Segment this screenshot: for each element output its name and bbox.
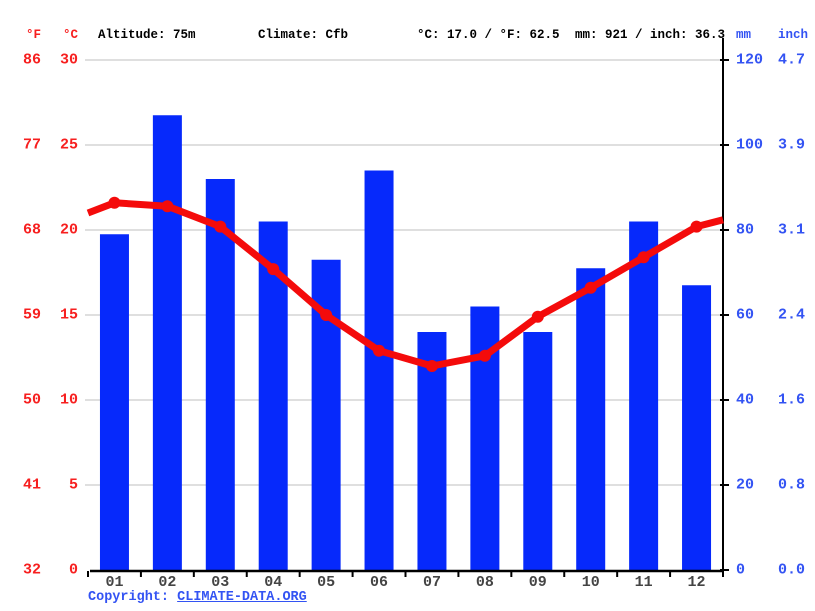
month-label-09: 09 — [528, 574, 547, 591]
copyright-prefix: Copyright: — [88, 590, 178, 605]
fahrenheit-axis-tick: 50 — [22, 391, 41, 409]
temp-point-01 — [108, 196, 121, 209]
month-label-12: 12 — [687, 574, 706, 591]
celsius-axis-tick: 15 — [59, 306, 78, 324]
annual-precipitation-summary: mm: 921 / inch: 36.3 — [575, 28, 726, 42]
precip-bar-12 — [682, 285, 712, 570]
temp-point-07 — [425, 360, 438, 372]
inch-axis-tick: 3.1 — [778, 221, 806, 239]
fahrenheit-axis-tick: 68 — [22, 221, 41, 239]
temp-point-12 — [690, 220, 703, 233]
temp-point-10 — [584, 281, 597, 294]
altitude-label: Altitude: 75m — [98, 28, 196, 42]
month-label-10: 10 — [581, 574, 600, 591]
inch-unit-label: inch — [778, 28, 809, 42]
mm-axis-tick: 0 — [736, 561, 746, 579]
mm-axis-tick: 20 — [736, 476, 755, 494]
temp-point-06 — [373, 344, 386, 357]
fahrenheit-axis-tick: 59 — [22, 306, 41, 324]
month-label-01: 01 — [105, 574, 124, 591]
month-label-02: 02 — [158, 574, 177, 591]
fahrenheit-unit-label: °F — [25, 28, 41, 42]
temp-point-08 — [478, 349, 491, 362]
mm-axis-tick: 120 — [736, 51, 764, 69]
fahrenheit-axis-tick: 32 — [22, 561, 41, 579]
temp-point-05 — [320, 309, 333, 321]
inch-axis-tick: 0.8 — [778, 476, 806, 494]
month-label-03: 03 — [211, 574, 230, 591]
month-label-07: 07 — [422, 574, 441, 591]
precip-bar-11 — [629, 221, 659, 570]
climate-classification-label: Climate: Cfb — [258, 28, 349, 42]
temp-point-09 — [531, 310, 544, 323]
mm-axis-tick: 60 — [736, 306, 755, 324]
inch-axis-tick: 0.0 — [778, 561, 806, 579]
celsius-axis-tick: 25 — [59, 136, 78, 154]
mm-axis-tick: 80 — [736, 221, 755, 239]
celsius-axis-tick: 5 — [68, 476, 78, 494]
temperature-line — [86, 199, 724, 370]
month-label-06: 06 — [370, 574, 389, 591]
mm-unit-label: mm — [736, 28, 752, 42]
fahrenheit-axis-tick: 77 — [22, 136, 41, 154]
fahrenheit-axis-tick: 41 — [22, 476, 41, 494]
inch-axis-tick: 3.9 — [778, 136, 806, 154]
climate-data-org-link[interactable]: CLIMATE-DATA.ORG — [177, 590, 307, 605]
precip-bar-02 — [152, 115, 182, 570]
copyright: Copyright: CLIMATE-DATA.ORG — [88, 589, 307, 606]
mm-axis-tick: 100 — [736, 136, 764, 154]
month-label-11: 11 — [634, 574, 653, 591]
mm-axis-tick: 40 — [736, 391, 755, 409]
precip-bar-03 — [205, 179, 235, 570]
temp-point-02 — [161, 200, 174, 213]
fahrenheit-axis-tick: 86 — [22, 51, 41, 69]
celsius-axis-tick: 10 — [59, 391, 78, 409]
precip-bar-09 — [523, 332, 553, 570]
precip-bar-01 — [99, 234, 129, 570]
annual-temperature-summary: °C: 17.0 / °F: 62.5 — [417, 28, 560, 42]
celsius-axis-tick: 30 — [59, 51, 78, 69]
precip-bar-10 — [576, 268, 606, 570]
temp-point-04 — [267, 263, 280, 276]
month-label-04: 04 — [264, 574, 283, 591]
month-label-05: 05 — [317, 574, 336, 591]
celsius-unit-label: °C — [62, 28, 78, 42]
inch-axis-tick: 1.6 — [778, 391, 806, 409]
precip-bar-06 — [364, 170, 394, 570]
celsius-axis-tick: 0 — [68, 561, 78, 579]
month-label-08: 08 — [475, 574, 494, 591]
celsius-axis-tick: 20 — [59, 221, 78, 239]
temp-point-03 — [214, 220, 227, 233]
inch-axis-tick: 4.7 — [778, 51, 806, 69]
inch-axis-tick: 2.4 — [778, 306, 806, 324]
temp-point-11 — [637, 251, 650, 264]
